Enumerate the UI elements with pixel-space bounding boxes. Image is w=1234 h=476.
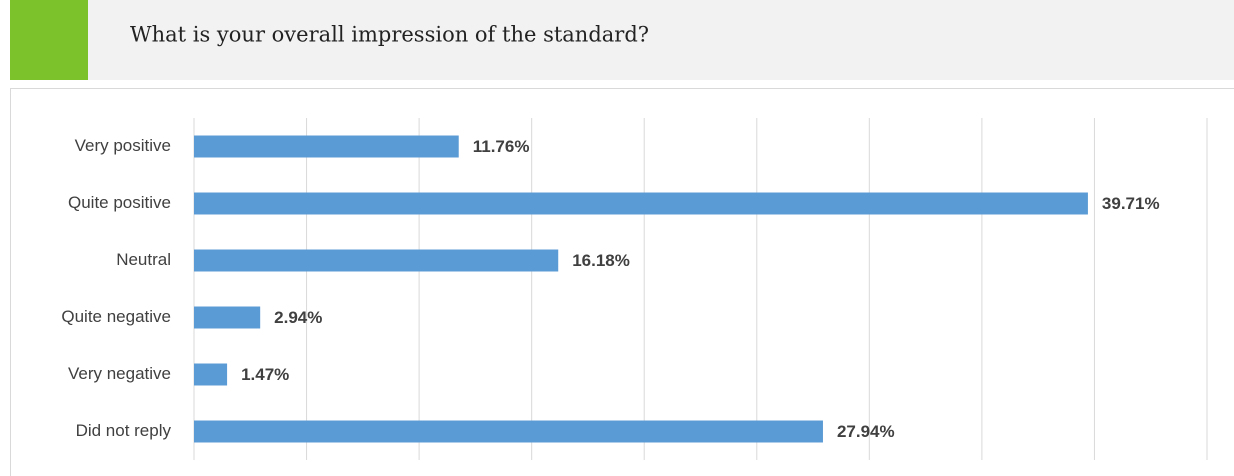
- y-tick-label: Quite negative: [61, 307, 171, 326]
- y-tick-label: Very positive: [75, 136, 171, 155]
- data-label: 11.76%: [473, 137, 530, 156]
- data-label: 1.47%: [241, 365, 289, 384]
- chart-frame: [10, 88, 1234, 476]
- bar: [194, 135, 459, 158]
- y-tick-label: Quite positive: [68, 193, 171, 212]
- y-tick-label: Neutral: [116, 250, 171, 269]
- data-label: 2.94%: [274, 308, 322, 327]
- data-label: 39.71%: [1102, 194, 1160, 213]
- bar: [194, 192, 1088, 215]
- bar: [194, 249, 559, 272]
- y-tick-label: Did not reply: [76, 421, 172, 440]
- y-tick-label: Very negative: [68, 364, 171, 383]
- header-icon: [10, 0, 88, 80]
- data-label: 27.94%: [837, 422, 895, 441]
- bar: [194, 306, 261, 329]
- data-label: 16.18%: [572, 251, 630, 270]
- bar: [194, 363, 228, 386]
- chart-title: What is your overall impression of the s…: [130, 23, 649, 47]
- bar: [194, 420, 823, 443]
- header: [10, 0, 1234, 80]
